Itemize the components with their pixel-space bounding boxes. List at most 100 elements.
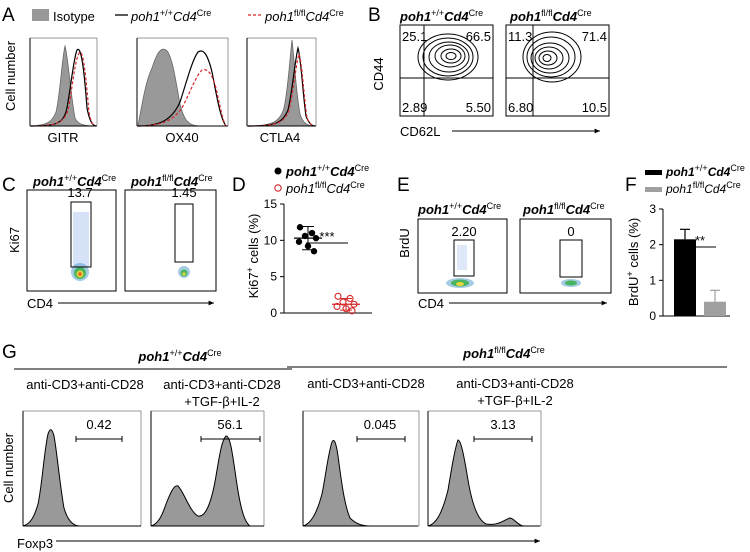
data-point <box>301 232 309 240</box>
foxp3-histogram-3 <box>302 410 420 527</box>
legend-wt-label: poh1+/+Cd4Cre <box>665 163 745 179</box>
gate-value: 0.045 <box>364 417 397 432</box>
panel-letter-e: E <box>397 175 410 196</box>
legend-ko-marker <box>274 184 282 192</box>
foxp3-histogram-2 <box>150 410 265 527</box>
condition-label: anti-CD3+anti-CD28 <box>456 376 573 391</box>
scatter-chart-ki67: 0 5 10 15 *** <box>264 197 372 320</box>
legend-wt-marker <box>274 167 282 175</box>
gate-value: 56.1 <box>217 417 242 432</box>
bar <box>704 301 726 316</box>
legend-ko-label: poh1fl/flCd4Cre <box>665 180 741 196</box>
panel-b-y-label: CD44 <box>371 57 386 90</box>
gate-value: 13.7 <box>67 185 92 200</box>
significance-label: ** <box>695 233 705 248</box>
y-tick-label: 1 <box>649 273 656 287</box>
legend-isotype-swatch <box>32 9 49 21</box>
bar <box>674 239 696 316</box>
legend-wt-label: poh1+/+Cd4Cre <box>285 163 369 179</box>
foxp3-histogram-1 <box>22 410 142 527</box>
panel-g: G poh1+/+Cd4Cre poh1fl/flCd4Cre anti-CD3… <box>1 342 727 551</box>
group-header-ko: poh1fl/flCd4Cre <box>462 345 545 361</box>
flow-plot-c-wt <box>26 189 117 292</box>
y-tick-label: 3 <box>649 202 656 216</box>
y-tick-label: 15 <box>264 197 278 211</box>
panel-c-plot2-title: poh1fl/flCd4Cre <box>130 173 213 189</box>
panel-c-y-label: Ki67 <box>7 227 22 253</box>
data-point <box>333 302 341 311</box>
quadrant-value: 66.5 <box>466 29 491 44</box>
panel-b-plot2-title: poh1fl/flCd4Cre <box>509 8 592 24</box>
legend-isotype-label: Isotype <box>53 9 95 24</box>
panel-a: A Isotype poh1+/+Cd4Cre poh1fl/flCd4Cre … <box>2 5 344 145</box>
marker-label-gitr: GITR <box>47 130 78 145</box>
y-tick-label: 0 <box>270 306 277 320</box>
contour-plot-ko <box>505 24 610 117</box>
quadrant-value: 25.1 <box>402 29 427 44</box>
quadrant-value: 5.50 <box>466 100 491 115</box>
gate-value: 0 <box>567 224 574 239</box>
data-point <box>334 292 342 300</box>
panel-letter-b: B <box>368 5 381 26</box>
panel-b-x-label: CD62L <box>400 124 440 139</box>
y-tick-label: 10 <box>264 233 278 247</box>
panel-f: F poh1+/+Cd4Cre poh1fl/flCd4Cre BrdU+ ce… <box>625 163 745 323</box>
panel-a-y-label: Cell number <box>3 40 18 111</box>
quadrant-value: 10.5 <box>582 100 607 115</box>
flow-plot-e-wt <box>417 218 508 294</box>
quadrant-value: 6.80 <box>508 100 533 115</box>
group-header-wt: poh1+/+Cd4Cre <box>137 348 221 364</box>
data-point <box>339 298 347 306</box>
data-point <box>348 307 356 315</box>
histogram-ctla4 <box>246 37 317 127</box>
legend-ko-label: poh1fl/flCd4Cre <box>285 180 365 196</box>
panel-b: B CD44 poh1+/+Cd4Cre 25.1 66.5 2.89 5.50… <box>368 5 610 139</box>
significance-label: *** <box>319 229 334 244</box>
condition-label: anti-CD3+anti-CD28 <box>163 377 280 392</box>
condition-label: anti-CD3+anti-CD28 <box>26 377 143 392</box>
panel-e-plot1-title: poh1+/+Cd4Cre <box>417 201 501 217</box>
data-point <box>296 224 304 231</box>
legend-wt-swatch <box>645 170 662 175</box>
data-point <box>312 234 320 242</box>
legend-wt-label: poh1+/+Cd4Cre <box>130 8 211 24</box>
panel-letter-a: A <box>2 5 15 26</box>
data-point <box>342 305 350 313</box>
quadrant-value: 71.4 <box>582 29 607 44</box>
panel-c-plot1-title: poh1+/+Cd4Cre <box>32 173 116 189</box>
panel-letter-f: F <box>625 175 637 196</box>
contour-plot-wt <box>399 24 494 117</box>
panel-e: E BrdU poh1+/+Cd4Cre 2.20 poh1fl/flCd4Cr… <box>397 175 612 311</box>
marker-label-ctla4: CTLA4 <box>260 130 300 145</box>
data-point <box>304 242 312 250</box>
flow-plot-c-ko <box>124 189 217 292</box>
histogram-ox40 <box>136 37 229 127</box>
data-point <box>346 294 354 303</box>
panel-b-plot1-title: poh1+/+Cd4Cre <box>399 8 483 24</box>
bar-chart-brdu: 0 1 2 3 ** <box>649 202 730 323</box>
gate-value: 1.45 <box>171 185 196 200</box>
y-tick-label: 5 <box>270 270 277 284</box>
panel-e-plot2-title: poh1fl/flCd4Cre <box>522 201 605 217</box>
gate-value: 2.20 <box>451 224 476 239</box>
panel-g-x-label: Foxp3 <box>17 536 53 551</box>
quadrant-value: 2.89 <box>402 100 427 115</box>
data-point <box>308 229 316 237</box>
condition-label: +TGF-β+IL-2 <box>184 394 259 409</box>
panel-g-y-label: Cell number <box>1 432 16 503</box>
data-point <box>350 300 358 308</box>
panel-c-x-label: CD4 <box>27 296 53 311</box>
gate-value: 0.42 <box>86 417 111 432</box>
panel-d: D poh1+/+Cd4Cre poh1fl/flCd4Cre Ki67+ ce… <box>232 163 372 320</box>
y-tick-label: 2 <box>649 238 656 252</box>
panel-d-y-label: Ki67+ cells (%) <box>245 214 261 299</box>
data-point <box>295 238 303 245</box>
panel-letter-c: C <box>2 175 16 196</box>
histogram-gitr <box>29 37 98 127</box>
panel-f-y-label: BrdU+ cells (%) <box>625 218 641 306</box>
gate-value: 3.13 <box>490 417 515 432</box>
panel-letter-g: G <box>2 342 17 363</box>
foxp3-histogram-4 <box>427 410 542 527</box>
marker-label-ox40: OX40 <box>165 130 198 145</box>
